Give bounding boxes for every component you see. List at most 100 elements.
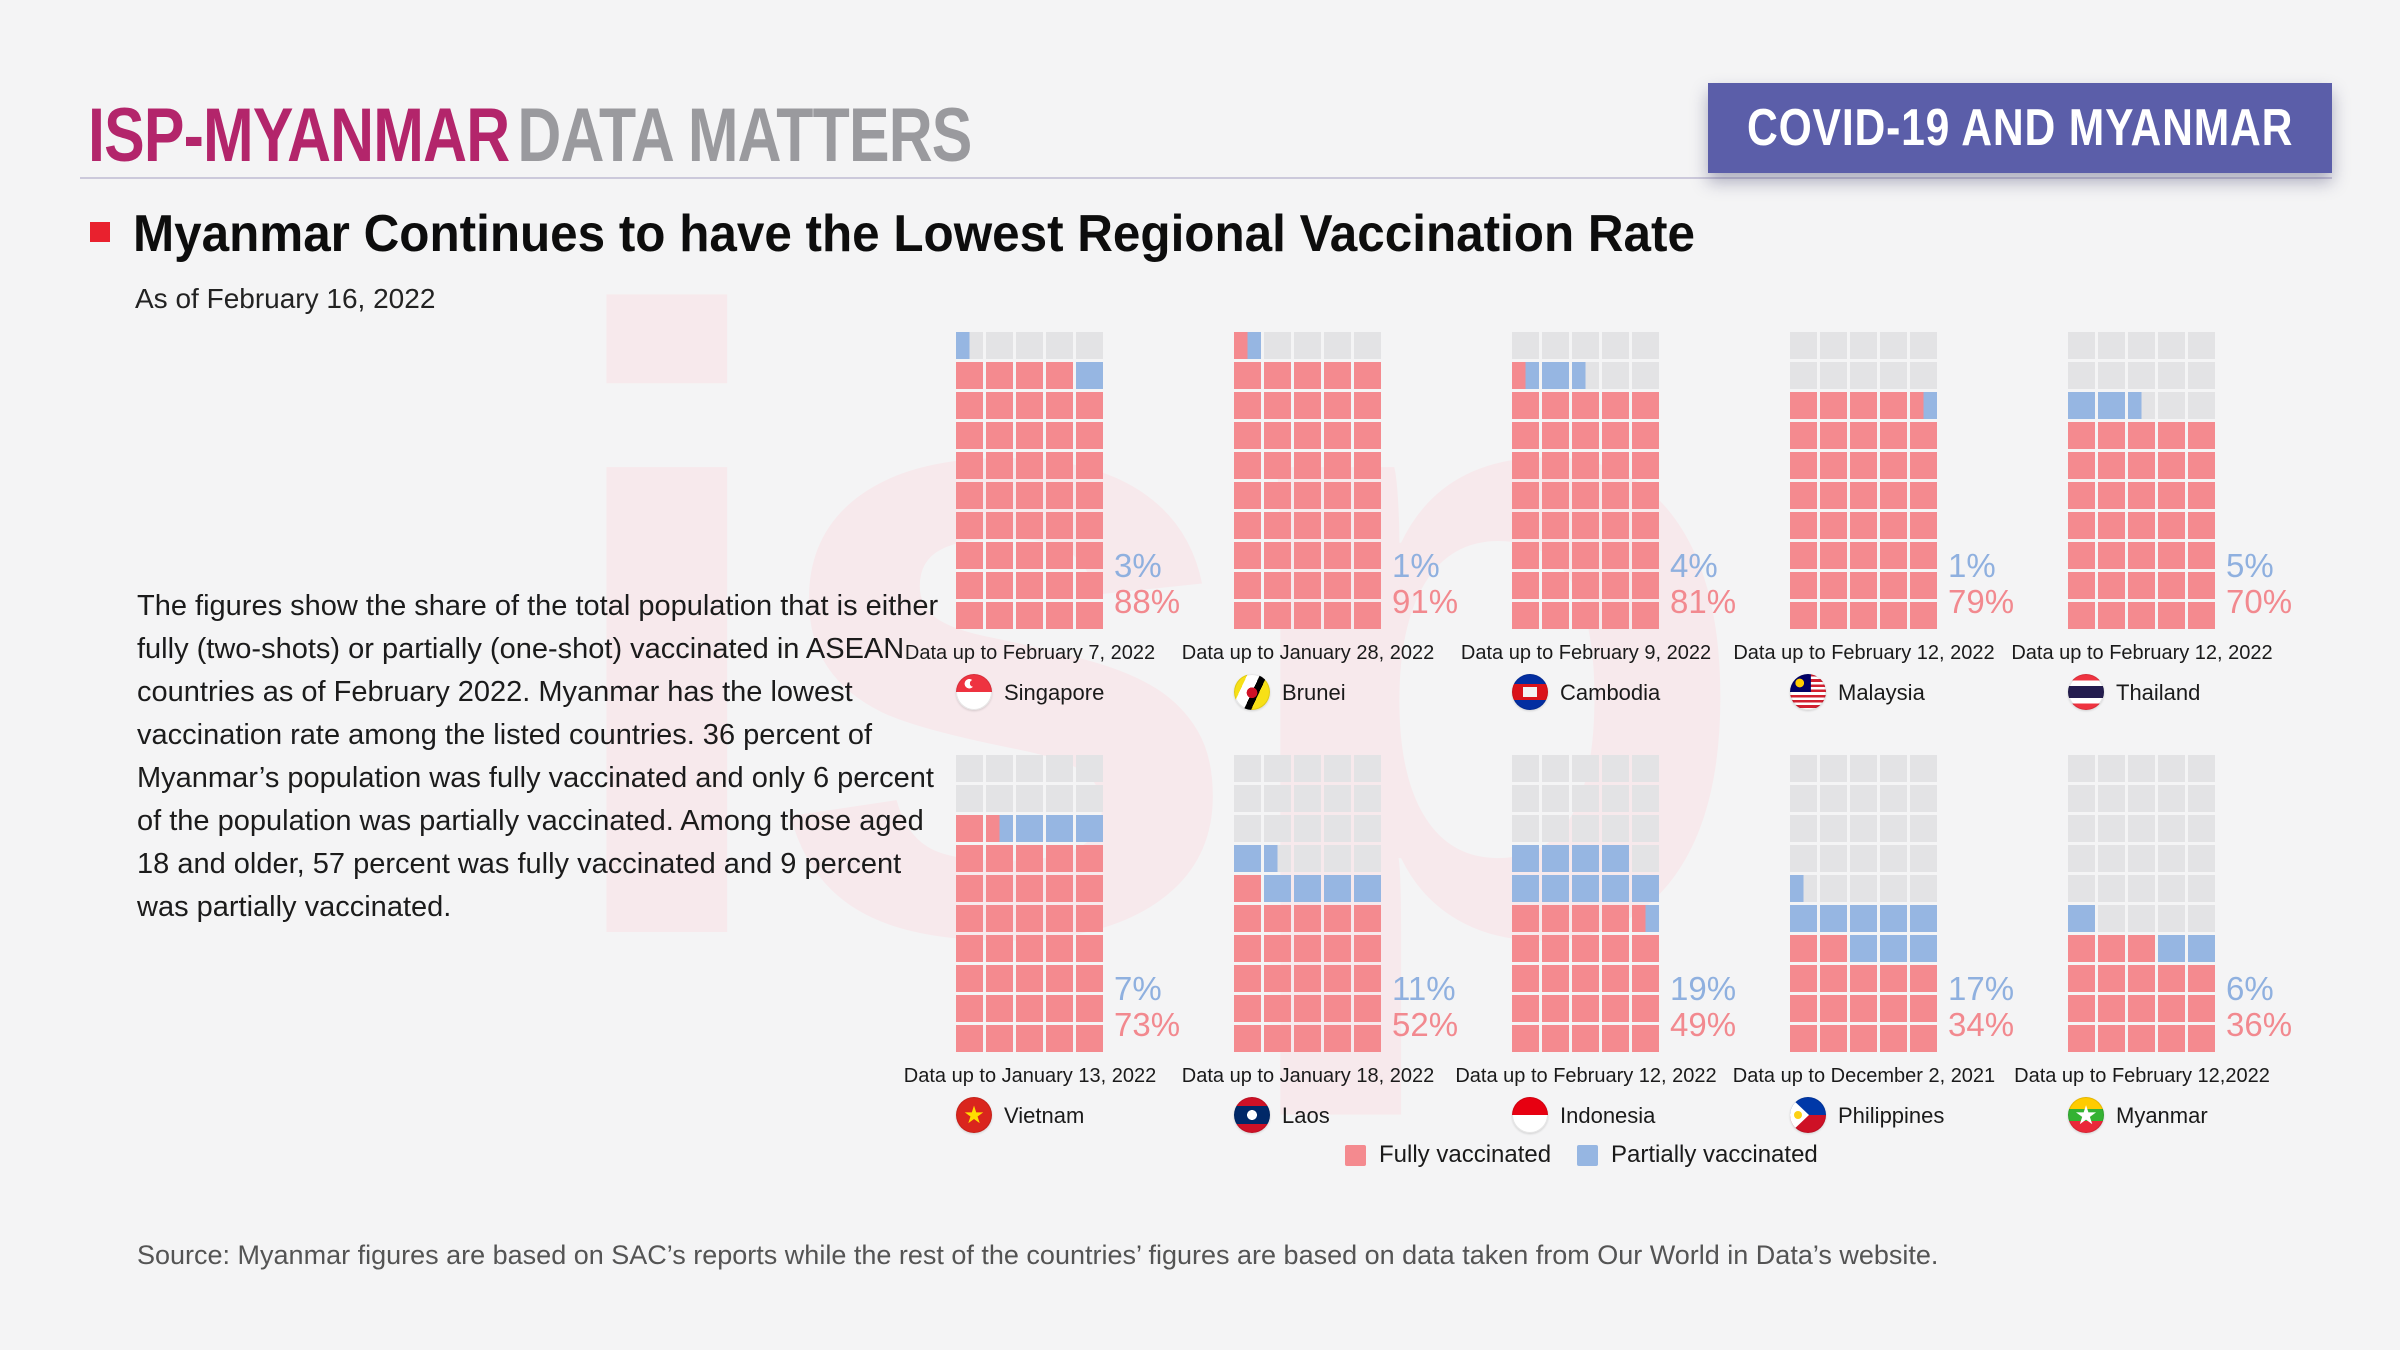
waffle-cell bbox=[1850, 1025, 1877, 1052]
waffle-cell bbox=[1632, 875, 1659, 902]
waffle-cell bbox=[2158, 542, 2185, 569]
waffle-cell bbox=[1046, 362, 1073, 389]
waffle-cell bbox=[2098, 512, 2125, 539]
waffle-cell bbox=[1880, 482, 1907, 509]
flag-cambodia-icon bbox=[1512, 674, 1548, 710]
waffle-cell bbox=[1602, 542, 1629, 569]
waffle-cell bbox=[1294, 362, 1321, 389]
waffle-cell bbox=[2158, 815, 2185, 842]
waffle-cell bbox=[1850, 392, 1877, 419]
waffle-cell bbox=[1850, 362, 1877, 389]
waffle-cell bbox=[986, 482, 1013, 509]
waffle-cell bbox=[1850, 332, 1877, 359]
waffle-cell bbox=[2158, 422, 2185, 449]
waffle-cell bbox=[1512, 875, 1539, 902]
waffle-cell bbox=[1234, 755, 1261, 782]
waffle-cell bbox=[1910, 512, 1937, 539]
waffle-cell bbox=[1234, 512, 1261, 539]
country-label: Philippines bbox=[1838, 1103, 1945, 1128]
waffle-cell bbox=[2128, 815, 2155, 842]
partially-vaccinated-pct: 7% bbox=[1114, 970, 1162, 1007]
waffle-cell bbox=[2188, 602, 2215, 629]
waffle-cell bbox=[1632, 905, 1659, 932]
data-up-to-caption: Data up to January 28, 2022 bbox=[1181, 642, 1435, 664]
waffle-cell bbox=[1820, 332, 1847, 359]
waffle-cell bbox=[2128, 755, 2155, 782]
waffle-cell bbox=[956, 815, 983, 842]
waffle-cell bbox=[2188, 482, 2215, 509]
waffle-cell bbox=[2068, 755, 2095, 782]
waffle-cell bbox=[1354, 965, 1381, 992]
waffle-cell bbox=[1572, 572, 1599, 599]
flag-brunei-icon bbox=[1234, 674, 1270, 710]
waffle-cell bbox=[1880, 815, 1907, 842]
waffle-cell bbox=[1602, 1025, 1629, 1052]
fully-vaccinated-pct: 52% bbox=[1392, 1006, 1459, 1043]
waffle-cell bbox=[1294, 482, 1321, 509]
chart-brunei: 1% 91% Data up to January 28, 2022 Brunei bbox=[1182, 332, 1512, 752]
waffle-cell bbox=[1542, 392, 1569, 419]
country-label: Malaysia bbox=[1838, 680, 1925, 705]
waffle-cell bbox=[1324, 965, 1351, 992]
waffle-cell bbox=[1910, 755, 1937, 782]
waffle-cell bbox=[1572, 362, 1599, 389]
waffle-cell bbox=[1512, 965, 1539, 992]
waffle-cell bbox=[2098, 542, 2125, 569]
waffle-cell bbox=[1016, 512, 1043, 539]
waffle-cell bbox=[2188, 392, 2215, 419]
waffle-cell bbox=[1046, 845, 1073, 872]
waffle-cell bbox=[1046, 602, 1073, 629]
partially-vaccinated-pct: 1% bbox=[1392, 547, 1440, 584]
waffle-cell bbox=[1324, 482, 1351, 509]
waffle-cell bbox=[2098, 602, 2125, 629]
waffle-cell bbox=[1820, 452, 1847, 479]
waffle-cell bbox=[1016, 935, 1043, 962]
waffle-cell bbox=[1076, 422, 1103, 449]
waffle-cell bbox=[1354, 905, 1381, 932]
flag-thailand-icon bbox=[2068, 674, 2104, 710]
waffle-cell bbox=[956, 995, 983, 1022]
waffle-cell bbox=[1294, 905, 1321, 932]
waffle-cell bbox=[1572, 785, 1599, 812]
data-up-to-caption: Data up to February 7, 2022 bbox=[904, 642, 1156, 664]
waffle-cell bbox=[2128, 995, 2155, 1022]
fully-vaccinated-label: Fully vaccinated bbox=[1379, 1141, 1552, 1168]
country-label: Brunei bbox=[1282, 680, 1346, 705]
waffle-cell bbox=[986, 935, 1013, 962]
waffle-cell bbox=[1264, 542, 1291, 569]
waffle-cell bbox=[2098, 995, 2125, 1022]
waffle-cell bbox=[1572, 965, 1599, 992]
waffle-cell bbox=[1632, 965, 1659, 992]
flag-myanmar-icon bbox=[2068, 1097, 2104, 1133]
waffle-cell bbox=[1572, 542, 1599, 569]
waffle-cell bbox=[1016, 362, 1043, 389]
waffle-cell bbox=[1264, 995, 1291, 1022]
waffle-cell bbox=[2068, 905, 2095, 932]
waffle-cell bbox=[2098, 332, 2125, 359]
waffle-cell bbox=[1880, 905, 1907, 932]
waffle-cell bbox=[1790, 572, 1817, 599]
waffle-cell bbox=[1046, 995, 1073, 1022]
waffle-cell bbox=[986, 542, 1013, 569]
fully-vaccinated-pct: 34% bbox=[1948, 1006, 2015, 1043]
waffle-cell bbox=[1910, 602, 1937, 629]
waffle-cell bbox=[1512, 362, 1539, 389]
waffle-cell bbox=[1542, 602, 1569, 629]
waffle-cell bbox=[956, 572, 983, 599]
waffle-cell bbox=[1076, 602, 1103, 629]
waffle-cell bbox=[1046, 452, 1073, 479]
waffle-cell bbox=[2158, 512, 2185, 539]
data-up-to-caption: Data up to February 12, 2022 bbox=[1455, 1065, 1717, 1087]
partially-vaccinated-pct: 17% bbox=[1948, 970, 2015, 1007]
waffle-cell bbox=[1880, 602, 1907, 629]
waffle-cell bbox=[1046, 1025, 1073, 1052]
waffle-cell bbox=[1234, 1025, 1261, 1052]
waffle-cell bbox=[1632, 362, 1659, 389]
waffle-cell bbox=[2098, 785, 2125, 812]
waffle-cell bbox=[1076, 935, 1103, 962]
waffle-cell bbox=[2128, 602, 2155, 629]
waffle-cell bbox=[1294, 422, 1321, 449]
waffle-cell bbox=[1354, 935, 1381, 962]
waffle-grid-thailand bbox=[2068, 332, 2215, 629]
